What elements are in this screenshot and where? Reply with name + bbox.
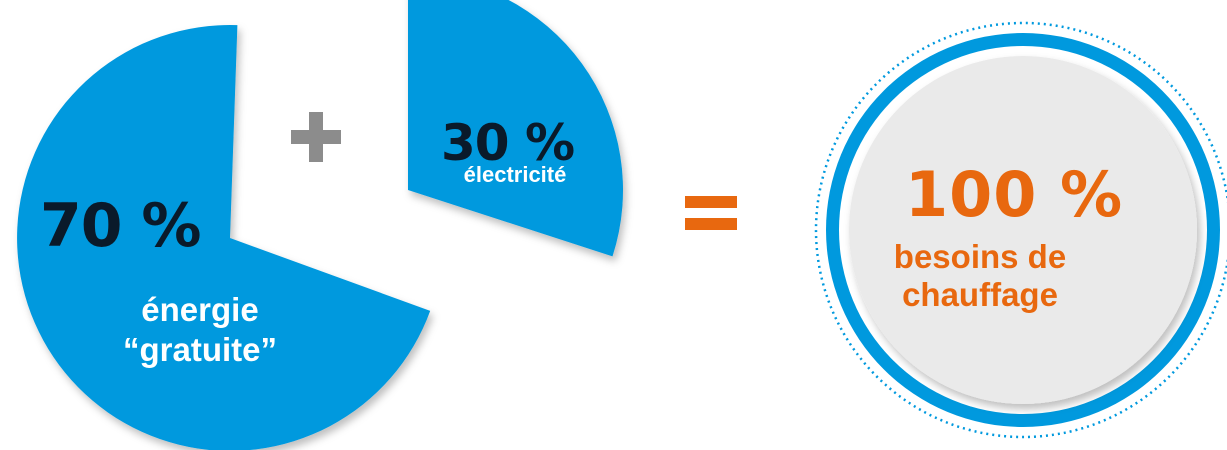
plus-bar-vertical: [309, 112, 323, 162]
equals-bar-bottom: [685, 218, 737, 230]
dotted-outer-ring: [814, 21, 1227, 439]
heating-needs-line2: chauffage: [902, 275, 1058, 313]
free-energy-label-line2: “gratuite”: [122, 330, 277, 368]
electricity-percent: 30 %: [441, 114, 575, 172]
electricity-label: électricité: [463, 162, 567, 187]
free-energy-percent: 70 %: [40, 191, 202, 261]
equals-bar-top: [685, 196, 737, 208]
free-energy-label: énergie “gratuite”: [95, 290, 305, 369]
free-energy-label-line1: énergie: [141, 291, 259, 328]
total-percent: 100 %: [905, 158, 1124, 231]
heating-needs-label: besoins de chauffage: [885, 238, 1075, 314]
heating-needs-line1: besoins de: [893, 238, 1067, 275]
result-disc: [849, 56, 1197, 404]
pie-slice-electricity: [408, 0, 623, 257]
pie-slice-free-energy: [17, 25, 431, 450]
